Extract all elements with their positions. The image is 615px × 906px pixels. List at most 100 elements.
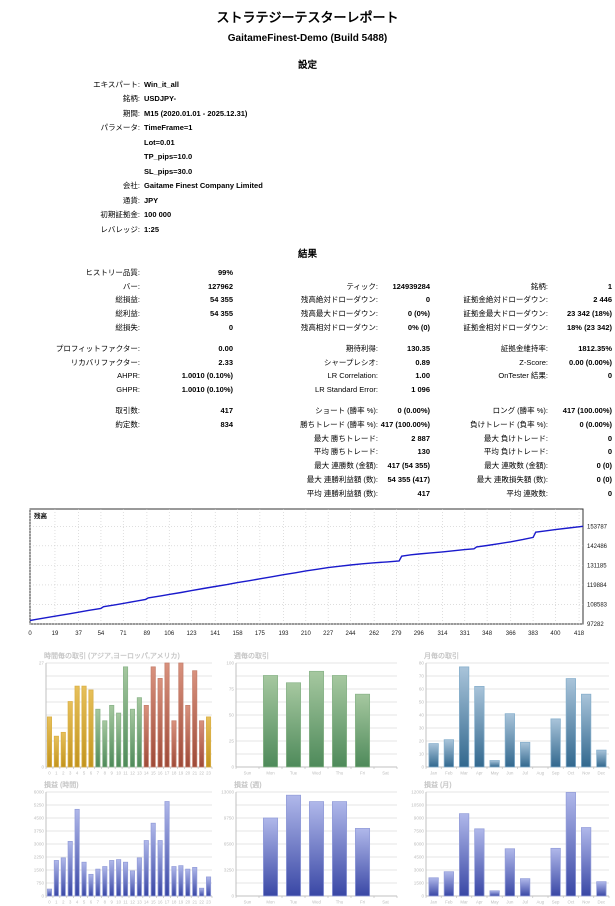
- bar-Mar: [459, 666, 470, 768]
- y-tick-label: 1500: [34, 868, 45, 873]
- balance-x-tick: 296: [414, 631, 425, 637]
- y-tick-label: 0: [421, 765, 424, 770]
- y-tick-label: 3000: [34, 842, 45, 847]
- plot-border: [29, 508, 584, 625]
- result-row: ヒストリー品質: 99%: [0, 266, 615, 280]
- x-tick-label: 17: [165, 900, 170, 905]
- result-row: 取引数: 417 ショート (勝率 %): 0 (0.00%) ロング (勝率 %): 4…: [0, 404, 615, 418]
- result-value: 0 (0): [596, 461, 612, 471]
- settings-label: 期間:: [122, 108, 140, 118]
- settings-value: USDJPY-: [144, 94, 177, 104]
- x-tick-label: 14: [144, 771, 149, 776]
- x-tick-label: 11: [123, 900, 128, 905]
- bar-Dec: [596, 749, 607, 768]
- result-value: 1.00: [415, 371, 430, 381]
- result-value: 54 355: [210, 309, 233, 319]
- x-tick-label: Aug: [537, 900, 545, 905]
- result-value: 127962: [207, 281, 233, 291]
- y-tick-label: 80: [419, 661, 425, 666]
- x-tick-label: 20: [185, 900, 190, 905]
- settings-value: TP_pips=10.0: [144, 152, 193, 162]
- x-tick-label: 9: [111, 771, 114, 776]
- result-row: 最大 勝ちトレード: 2 887 最大 負けトレード: 0: [0, 431, 615, 445]
- x-tick-label: 0: [48, 771, 51, 776]
- balance-chart-label: 残高: [34, 511, 48, 520]
- y-tick-label: 70: [419, 674, 425, 679]
- x-tick-label: 18: [172, 771, 177, 776]
- settings-row: 通貨: JPY: [0, 193, 615, 208]
- bar-9: [109, 860, 115, 897]
- bar-17: [164, 801, 170, 897]
- settings-value: Gaitame Finest Company Limited: [144, 181, 263, 191]
- result-value: 0: [607, 433, 612, 443]
- result-label: 平均 連敗数:: [506, 488, 548, 498]
- result-row: 最大 連勝利益額 (数): 54 355 (417) 最大 連敗損失額 (数): 0 …: [0, 473, 615, 487]
- x-tick-label: 8: [104, 900, 107, 905]
- result-label: LR Standard Error:: [315, 385, 378, 395]
- y-tick-label: 50: [229, 713, 235, 718]
- result-label: 負けトレード (負率 %):: [470, 419, 548, 429]
- result-row: リカバリファクター: 2.33 シャープレシオ: 0.89 Z-Score: 0.00 (…: [0, 355, 615, 369]
- x-tick-label: Thu: [336, 771, 344, 776]
- chart-title: 月毎の取引: [423, 651, 459, 660]
- result-label: 最大 負けトレード:: [483, 433, 548, 443]
- result-value: 0 (0.00%): [397, 406, 430, 416]
- bar-2: [60, 732, 66, 768]
- result-value: 417 (100.00%): [380, 419, 430, 429]
- y-tick-label: 3000: [414, 868, 425, 873]
- bar-21: [192, 670, 198, 768]
- x-tick-label: 3: [69, 771, 72, 776]
- settings-value: JPY: [144, 195, 159, 205]
- balance-x-tick: 123: [187, 631, 198, 637]
- x-tick-label: 7: [97, 771, 100, 776]
- result-label: シャープレシオ:: [323, 357, 378, 367]
- result-label: 取引数:: [115, 406, 140, 416]
- y-tick-label: 13000: [221, 790, 234, 795]
- x-tick-label: Oct: [568, 900, 575, 905]
- bar-21: [192, 867, 198, 897]
- balance-y-tick: 119884: [587, 583, 607, 589]
- settings-label: 初期証拠金:: [100, 210, 140, 220]
- bar-4: [74, 685, 80, 768]
- result-value: 1 096: [411, 385, 430, 395]
- balance-x-tick: 400: [550, 631, 561, 637]
- x-tick-label: Wed: [312, 771, 321, 776]
- result-row: バー: 127962 ティック: 124939284 銘柄: 1: [0, 279, 615, 293]
- bar-16: [157, 678, 163, 768]
- bar-13: [136, 857, 142, 897]
- x-tick-label: 12: [130, 771, 135, 776]
- x-tick-label: Nov: [582, 771, 590, 776]
- x-tick-label: Jun: [506, 771, 514, 776]
- y-tick-label: 27: [39, 661, 45, 666]
- y-tick-label: 75: [229, 687, 235, 692]
- x-tick-label: 0: [48, 900, 51, 905]
- result-row: 総利益: 54 355 残高最大ドローダウン: 0 (0%) 証拠金最大ドローダウン: 2…: [0, 307, 615, 321]
- x-tick-label: Feb: [445, 900, 453, 905]
- bar-9: [109, 705, 115, 768]
- y-tick-label: 0: [41, 765, 44, 770]
- bar-16: [157, 840, 163, 897]
- result-value: 18% (23 342): [566, 323, 612, 333]
- x-tick-label: 11: [123, 771, 128, 776]
- x-tick-label: 22: [199, 900, 204, 905]
- bar-Wed: [308, 671, 325, 768]
- bar-Nov: [581, 827, 592, 897]
- x-tick-label: 2: [62, 771, 65, 776]
- x-tick-label: 1: [55, 900, 58, 905]
- balance-x-tick: 348: [482, 631, 493, 637]
- balance-x-tick: 314: [437, 631, 448, 637]
- y-tick-label: 4500: [34, 816, 45, 821]
- x-tick-label: Thu: [336, 900, 344, 905]
- bar-23: [206, 716, 212, 768]
- settings-label: 通貨:: [122, 195, 140, 205]
- x-tick-label: 20: [185, 771, 190, 776]
- settings-row: Lot=0.01: [0, 135, 615, 150]
- y-tick-label: 6000: [34, 790, 45, 795]
- settings-row: 会社: Gaitame Finest Company Limited: [0, 179, 615, 194]
- bar-Sep: [550, 718, 561, 768]
- result-label: 総損益:: [115, 295, 140, 305]
- bar-22: [199, 720, 205, 768]
- result-value: 2 446: [593, 295, 612, 305]
- result-value: 99%: [217, 267, 233, 277]
